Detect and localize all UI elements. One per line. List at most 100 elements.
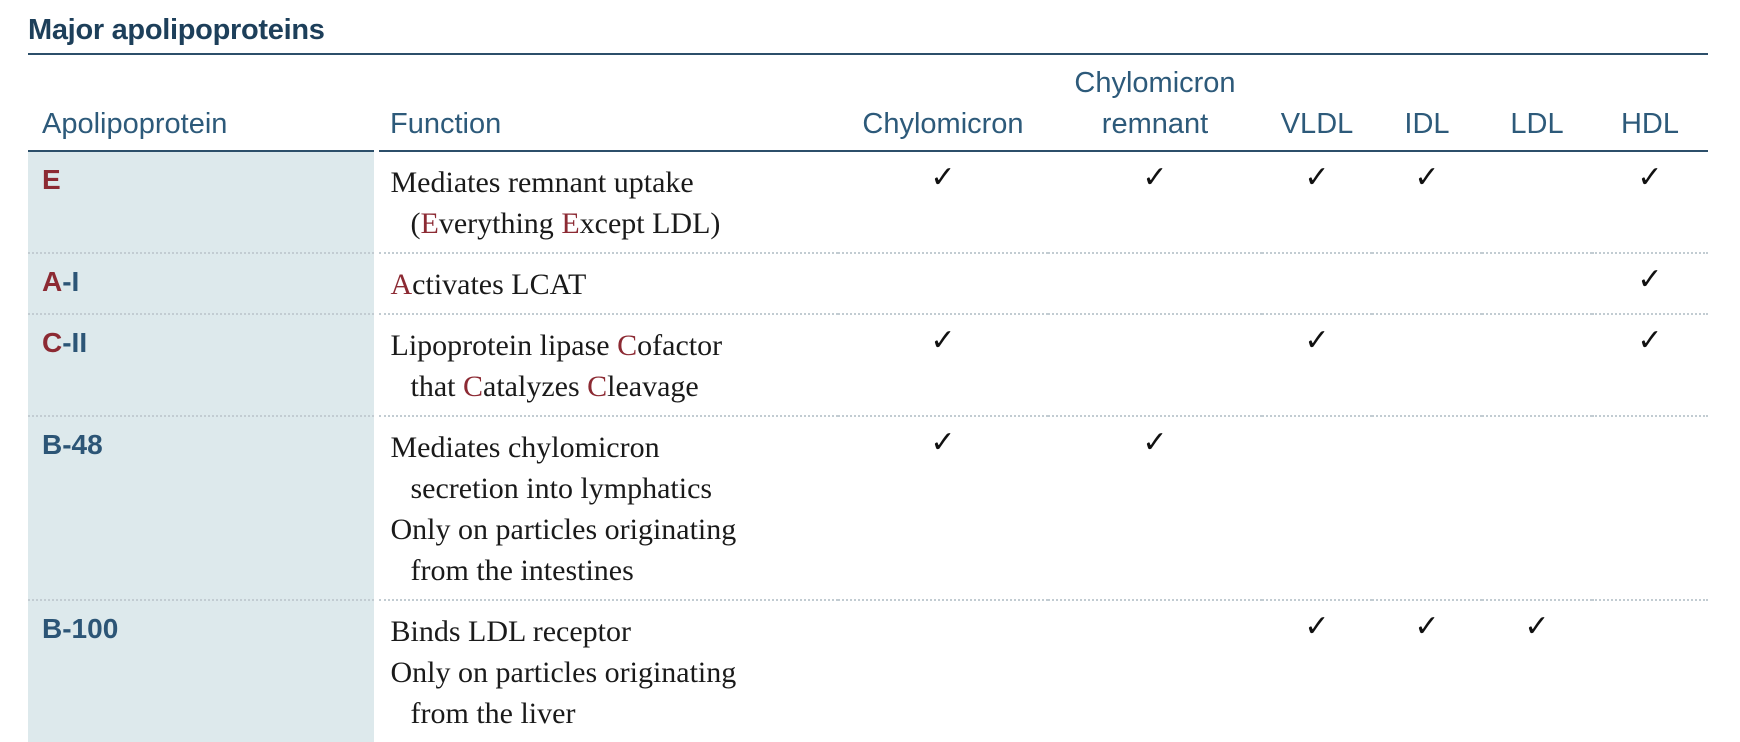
check-cell: [1592, 600, 1708, 742]
apolipoprotein-cell: A-I: [28, 253, 379, 315]
table-row: B-48 Mediates chylomicron secretion into …: [28, 416, 1708, 601]
check-cell: ✓: [1482, 600, 1592, 742]
table-row: C-II Lipoprotein lipase Cofactor that Cat…: [28, 314, 1708, 417]
function-line: Activates LCAT: [391, 264, 839, 305]
function-cell: Mediates remnant uptake (Everything Excep…: [376, 151, 839, 254]
check-cell: ✓: [1048, 151, 1262, 254]
check-mark-icon: ✓: [1304, 323, 1330, 358]
table-row: A-I Activates LCAT ✓: [28, 253, 1708, 315]
function-line: Mediates remnant uptake: [391, 162, 839, 203]
apolipoprotein-table: Apolipoprotein Function Chylomicron Chyl…: [28, 55, 1708, 742]
function-line: that Catalyzes Cleavage: [391, 366, 839, 407]
apo-suffix: -I: [62, 266, 80, 297]
function-cell: Binds LDL receptor Only on particles orig…: [376, 600, 838, 742]
check-cell: [1482, 253, 1592, 315]
check-mark-icon: ✓: [1524, 609, 1550, 644]
header-idl: IDL: [1372, 55, 1482, 152]
apo-highlight-letter: A: [42, 266, 63, 297]
apo-highlight-letter: C: [42, 327, 63, 358]
function-text: Lipoprotein lipase: [390, 329, 618, 362]
function-text: ofactor: [637, 329, 723, 362]
function-text: Binds LDL receptor: [390, 615, 631, 648]
function-text: secretion into lymphatics: [410, 472, 713, 505]
function-text: Mediates chylomicron: [390, 431, 660, 464]
check-cell: [838, 600, 1048, 742]
check-cell: ✓: [838, 416, 1048, 601]
check-cell: [838, 253, 1048, 315]
function-text: xcept LDL): [579, 207, 721, 240]
function-text: atalyzes: [483, 370, 588, 403]
header-chylomicron-remnant-line1: Chylomicron: [1074, 67, 1236, 99]
mnemonic-letter: A: [390, 268, 413, 301]
mnemonic-letter: C: [587, 370, 608, 403]
header-apolipoprotein: Apolipoprotein: [28, 55, 376, 152]
function-text: ctivates LCAT: [412, 268, 587, 301]
check-cell: ✓: [838, 314, 1048, 417]
apolipoprotein-cell: B-48: [28, 416, 379, 601]
function-line: Only on particles originating: [391, 652, 839, 693]
function-text: Mediates remnant uptake: [390, 166, 694, 199]
table-row: B-100 Binds LDL receptor Only on particle…: [28, 600, 1708, 742]
header-row: Apolipoprotein Function Chylomicron Chyl…: [28, 55, 1708, 152]
check-mark-icon: ✓: [1142, 425, 1168, 460]
check-cell: ✓: [838, 151, 1048, 254]
check-cell: [1372, 253, 1482, 315]
function-line: from the liver: [391, 693, 839, 734]
table-row: E Mediates remnant uptake (Everything Exc…: [28, 151, 1708, 254]
mnemonic-letter: C: [463, 370, 484, 403]
check-cell: ✓: [1592, 314, 1708, 417]
header-vldl: VLDL: [1262, 55, 1372, 152]
header-chylomicron: Chylomicron: [838, 55, 1048, 152]
check-cell: [1262, 253, 1372, 315]
function-text: leavage: [607, 370, 699, 403]
check-mark-icon: ✓: [1414, 160, 1440, 195]
mnemonic-letter: C: [617, 329, 638, 362]
function-text: verything: [438, 207, 562, 240]
apolipoprotein-table-section: Major apolipoproteins Apolipoprotein Fun…: [28, 8, 1708, 742]
function-line: Lipoprotein lipase Cofactor: [391, 325, 839, 366]
header-function: Function: [376, 55, 838, 152]
check-cell: ✓: [1372, 151, 1482, 254]
check-cell: [1372, 314, 1482, 417]
check-mark-icon: ✓: [930, 160, 956, 195]
check-cell: [1048, 600, 1262, 742]
function-text: (: [410, 207, 421, 240]
apolipoprotein-cell: E: [28, 151, 379, 254]
function-cell: Lipoprotein lipase Cofactor that Catalyze…: [376, 314, 839, 417]
check-mark-icon: ✓: [930, 425, 956, 460]
mnemonic-letter: E: [561, 207, 580, 240]
check-cell: ✓: [1262, 314, 1372, 417]
check-cell: ✓: [1262, 600, 1372, 742]
check-cell: [1592, 416, 1708, 601]
function-text: from the liver: [410, 697, 576, 730]
check-cell: ✓: [1592, 151, 1708, 254]
check-mark-icon: ✓: [1304, 160, 1330, 195]
function-line: (Everything Except LDL): [391, 203, 839, 244]
check-mark-icon: ✓: [1304, 609, 1330, 644]
check-cell: [1048, 253, 1262, 315]
function-cell: Activates LCAT: [376, 253, 839, 315]
mnemonic-letter: E: [420, 207, 439, 240]
check-cell: ✓: [1262, 151, 1372, 254]
apolipoprotein-cell: C-II: [28, 314, 379, 417]
check-cell: ✓: [1372, 600, 1482, 742]
function-line: Binds LDL receptor: [391, 611, 839, 652]
header-ldl: LDL: [1482, 55, 1592, 152]
check-mark-icon: ✓: [930, 323, 956, 358]
check-cell: [1372, 416, 1482, 601]
header-chylomicron-remnant-line2: remnant: [1101, 108, 1209, 140]
function-line: Only on particles originating: [391, 509, 839, 550]
function-line: secretion into lymphatics: [391, 468, 839, 509]
function-line: from the intestines: [391, 550, 839, 591]
apo-suffix: -II: [62, 327, 88, 358]
function-text: Only on particles originating: [390, 513, 737, 546]
function-line: Mediates chylomicron: [391, 427, 839, 468]
check-mark-icon: ✓: [1142, 160, 1168, 195]
function-text: Only on particles originating: [390, 656, 737, 689]
check-cell: [1262, 416, 1372, 601]
check-cell: [1048, 314, 1262, 417]
function-cell: Mediates chylomicron secretion into lymph…: [376, 416, 839, 601]
function-text: that: [410, 370, 463, 403]
header-hdl: HDL: [1592, 55, 1708, 152]
check-cell: [1482, 314, 1592, 417]
